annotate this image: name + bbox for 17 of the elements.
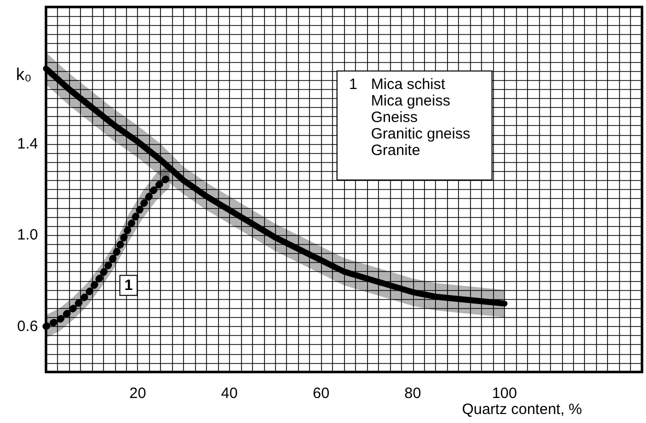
annotation: Gneiss	[371, 109, 418, 126]
x-tick-label: 80	[404, 385, 422, 402]
annotation: Mica gneiss	[371, 92, 450, 110]
y-axis-title: k₀	[16, 65, 32, 84]
x-tick-label: 60	[312, 385, 330, 402]
y-tick-label: 1.0	[17, 226, 38, 244]
annotation: Granite	[371, 142, 420, 159]
annotation: Granitic gneiss	[371, 126, 470, 142]
annotation: 1	[124, 276, 133, 294]
x-tick-label: 100	[492, 385, 517, 402]
x-tick-label: 40	[221, 385, 238, 402]
x-tick-label: 20	[129, 385, 146, 402]
annotation: 1	[349, 76, 358, 93]
y-tick-label: 1.4	[17, 135, 38, 152]
x-axis-title: Quartz content, %	[462, 401, 582, 418]
annotation: Mica schist	[371, 76, 446, 93]
y-tick-label: 0.6	[17, 318, 38, 335]
